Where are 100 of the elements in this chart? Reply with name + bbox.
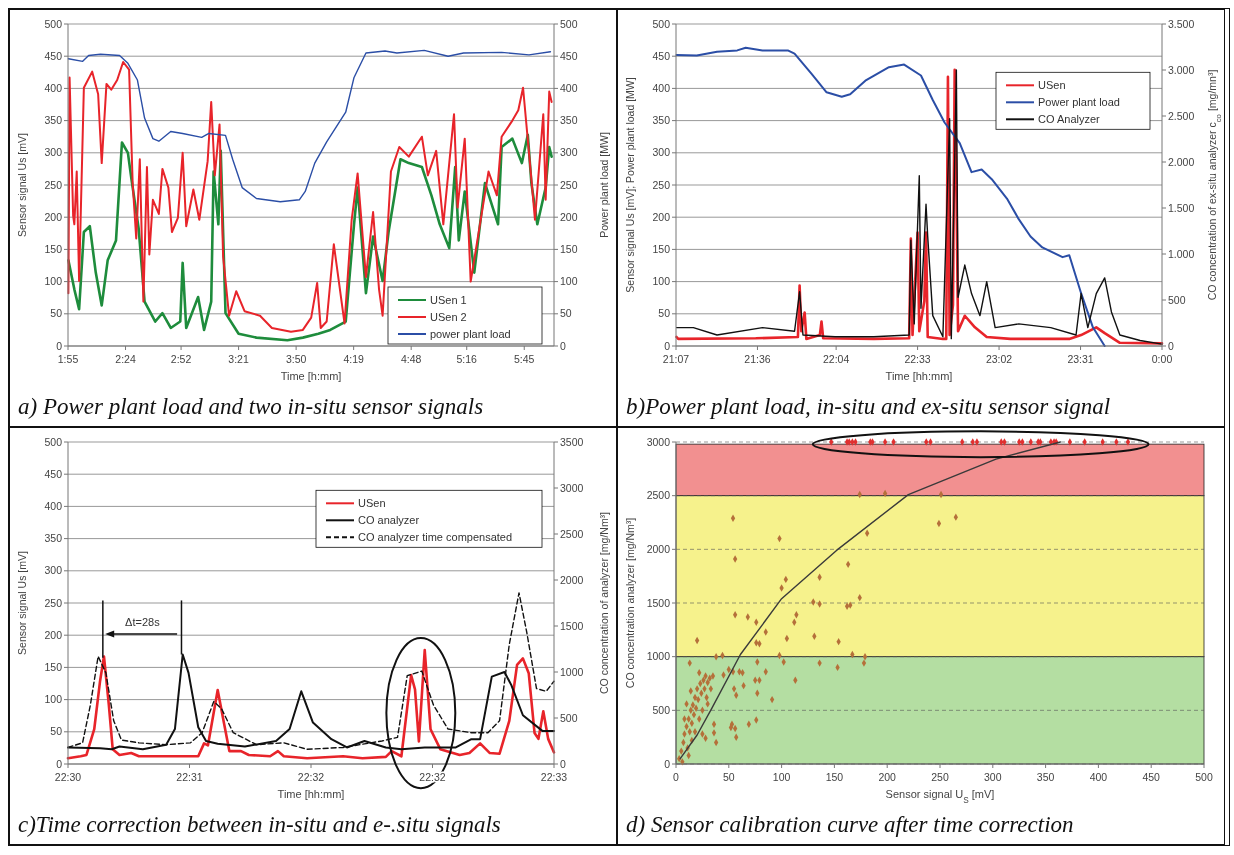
y-tick-label: 200 <box>44 210 63 223</box>
y-tick-label: 150 <box>44 243 63 256</box>
y-tick-label: 300 <box>44 146 63 159</box>
y2-tick-label: 500 <box>1168 293 1186 306</box>
x-tick-label: 0 <box>673 771 680 783</box>
x-tick-label: 1:55 <box>57 353 79 365</box>
y-tick-label: 450 <box>652 49 671 62</box>
x-tick-label: 22:04 <box>822 353 850 365</box>
y2-tick-label: 150 <box>560 243 578 256</box>
y-tick-label: 400 <box>652 82 671 95</box>
y-tick-label: 0 <box>664 757 671 770</box>
y2-tick-label: 350 <box>560 114 578 127</box>
text: a) Power plant load and two in-situ sensor signals <box>18 394 484 419</box>
y2-tick-label: 400 <box>560 82 578 95</box>
x-tick-label: 22:33 <box>904 353 931 365</box>
x-tick-label: 450 <box>1142 771 1161 783</box>
y2-tick-label: 500 <box>560 17 578 30</box>
y-tick-label: 0 <box>56 757 63 770</box>
legend-label: CO analyzer <box>358 514 420 527</box>
y-tick-label: 500 <box>44 17 63 30</box>
legend-label: CO Analyzer <box>1038 113 1101 126</box>
x-tick-label: 0:00 <box>1151 353 1173 365</box>
y-tick-label: 2000 <box>646 543 671 556</box>
y-tick-label: 300 <box>44 564 63 577</box>
y2-axis-title: CO concentration of analyzer [mg/Nm³] <box>598 511 610 695</box>
x-tick-label: 3:21 <box>228 353 249 365</box>
y2-tick-label: 2.000 <box>1168 155 1195 168</box>
x-tick-label: 350 <box>1036 771 1055 783</box>
y-tick-label: 100 <box>44 693 63 706</box>
x-tick-label: 23:02 <box>985 353 1013 365</box>
y-tick-label: 1500 <box>646 596 671 609</box>
y2-tick-label: 450 <box>560 49 578 62</box>
y-axis-title: Sensor signal Us [mV] <box>16 132 28 237</box>
y2-tick-label: 3.500 <box>1168 17 1195 30</box>
legend-label: USen <box>1038 79 1066 92</box>
line-series <box>67 49 552 203</box>
x-axis-title: Sensor signal U$_{S}$ [mV] <box>885 788 995 805</box>
legend-label: USen 1 <box>430 294 467 306</box>
y2-tick-label: 0 <box>1168 339 1174 352</box>
y2-tick-label: 1.500 <box>1168 201 1195 214</box>
y2-tick-label: 3.000 <box>1168 63 1195 76</box>
y-tick-label: 500 <box>44 435 63 448</box>
x-tick-label: 300 <box>984 771 1002 783</box>
y-tick-label: 250 <box>44 596 63 609</box>
y-tick-label: 450 <box>44 49 63 62</box>
y-tick-label: 500 <box>652 17 671 30</box>
x-tick-label: 21:36 <box>744 353 771 365</box>
y-tick-label: 400 <box>44 82 63 95</box>
y-tick-label: 150 <box>44 661 63 674</box>
y-tick-label: 500 <box>652 704 671 717</box>
legend-label: CO analyzer time compensated <box>358 531 513 544</box>
x-tick-label: 50 <box>722 771 735 783</box>
annotation: Δt=28s <box>125 615 161 628</box>
y2-tick-label: 0 <box>560 757 566 770</box>
y-tick-label: 400 <box>44 500 63 513</box>
y-tick-label: 450 <box>44 467 63 480</box>
x-tick-label: 5:45 <box>514 353 535 365</box>
y-tick-label: 250 <box>44 178 63 191</box>
y2-tick-label: 1000 <box>560 665 584 678</box>
y2-tick-label: 100 <box>560 275 578 288</box>
legend-label: USen 2 <box>430 311 467 323</box>
y2-tick-label: 1.000 <box>1168 247 1195 260</box>
y-tick-label: 200 <box>652 210 671 223</box>
x-tick-label: 22:33 <box>540 771 568 783</box>
y-tick-label: 0 <box>56 339 63 352</box>
y2-tick-label: 0 <box>560 339 566 352</box>
x-tick-label: 500 <box>1195 771 1213 783</box>
y-tick-label: 200 <box>44 628 63 641</box>
y-tick-label: 350 <box>652 114 671 127</box>
x-tick-label: 400 <box>1089 771 1108 783</box>
x-tick-label: 4:48 <box>400 353 422 365</box>
y-axis-title: Sensor signal Us [mV] <box>16 550 28 655</box>
y-tick-label: 50 <box>50 307 63 320</box>
y-tick-label: 100 <box>652 275 671 288</box>
y-axis-title: Sensor signal Us [mV]; Power plant load [MW] <box>624 77 636 293</box>
x-tick-label: 21:07 <box>662 353 690 365</box>
y2-tick-label: 1500 <box>560 619 584 632</box>
y2-tick-label: 500 <box>560 711 578 724</box>
x-tick-label: 22:31 <box>176 771 203 783</box>
y-tick-label: 150 <box>652 243 671 256</box>
legend-label: USen <box>358 497 386 510</box>
x-tick-label: 100 <box>772 771 791 783</box>
y-tick-label: 250 <box>652 178 671 191</box>
x-tick-label: 200 <box>878 771 897 783</box>
x-tick-label: 5:16 <box>456 353 478 365</box>
text: b)Power plant load, in-situ and ex-situ sensor signal <box>626 394 1111 419</box>
y-tick-label: 0 <box>664 339 671 352</box>
y-tick-label: 2500 <box>646 489 671 502</box>
y-tick-label: 100 <box>44 275 63 288</box>
y2-tick-label: 2500 <box>560 527 584 540</box>
y-tick-label: 50 <box>50 725 63 738</box>
text: d) Sensor calibration curve after time correction <box>626 812 1074 837</box>
y2-tick-label: 3000 <box>560 481 584 494</box>
text: c)Time correction between in-situ and e-.situ signals <box>18 812 501 837</box>
y2-tick-label: 3500 <box>560 435 584 448</box>
x-tick-label: 250 <box>931 771 949 783</box>
legend-label: Power plant load <box>1038 96 1120 109</box>
y2-tick-label: 200 <box>560 210 578 223</box>
y2-tick-label: 50 <box>560 307 572 320</box>
y-tick-label: 3000 <box>646 435 671 448</box>
